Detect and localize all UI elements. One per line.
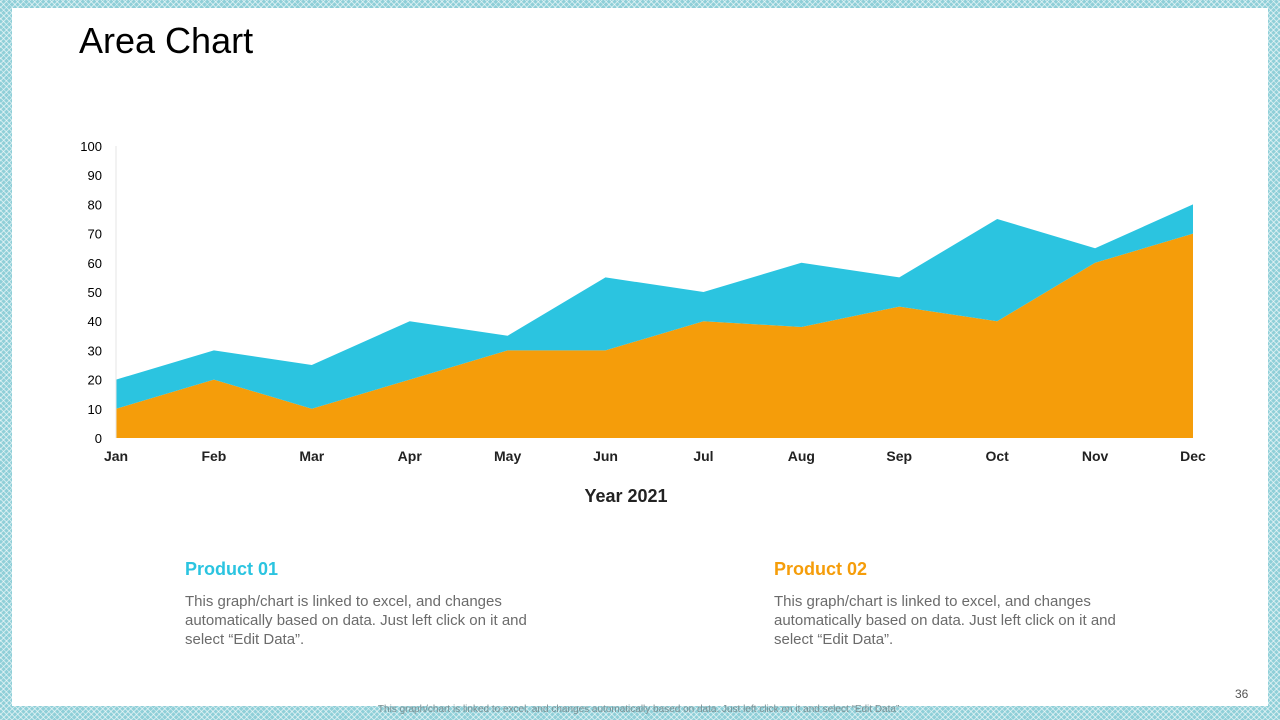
y-tick-label: 60 [88,256,102,271]
y-tick-labels: 0 10 20 30 40 50 60 70 80 90 100 [80,139,102,446]
y-tick-label: 10 [88,402,102,417]
x-tick-label: May [494,448,521,464]
y-tick-label: 100 [80,139,102,154]
y-tick-label: 80 [88,197,102,212]
x-tick-label: Aug [788,448,815,464]
product-01-title: Product 01 [185,559,279,579]
x-tick-label: Mar [299,448,324,464]
y-tick-label: 30 [88,343,102,358]
x-tick-labels: Jan Feb Mar Apr May Jun Jul Aug Sep Oct Nov Dec [104,448,1206,464]
area-chart: 0 10 20 30 40 50 60 70 80 90 100 Jan Feb Mar Apr May Ju… [80,139,1206,506]
x-tick-label: Jul [693,448,713,464]
x-tick-label: Oct [986,448,1010,464]
y-tick-label: 20 [88,373,102,388]
x-tick-label: Nov [1082,448,1109,464]
product-02-title: Product 02 [774,559,868,579]
series-layer [116,204,1193,438]
y-tick-label: 0 [95,431,102,446]
product-01-description: This graph/chart is linked to excel, and… [185,593,527,648]
product-02-description: This graph/chart is linked to excel, and… [774,593,1116,648]
x-tick-label: Apr [398,448,423,464]
slide: Area Chart 0 10 20 30 40 50 60 70 80 90 100 Jan Feb… [12,8,1268,706]
y-tick-label: 90 [88,168,102,183]
product-02-block: Product 02 This graph/chart is linked to… [774,559,1124,649]
x-tick-label: Feb [201,448,226,464]
slide-title: Area Chart [79,20,254,61]
area-series-1 [116,233,1193,438]
area-series-2 [116,204,1193,409]
x-axis-title: Year 2021 [584,486,667,506]
y-tick-label: 40 [88,314,102,329]
product-01-block: Product 01 This graph/chart is linked to… [185,559,535,649]
x-tick-label: Jun [593,448,618,464]
y-tick-label: 50 [88,285,102,300]
x-tick-label: Jan [104,448,128,464]
page-number: 36 [1235,687,1249,701]
y-tick-label: 70 [88,227,102,242]
x-tick-label: Dec [1180,448,1206,464]
footer-note: This graph/chart is linked to excel, and… [377,704,903,715]
x-tick-label: Sep [886,448,912,464]
